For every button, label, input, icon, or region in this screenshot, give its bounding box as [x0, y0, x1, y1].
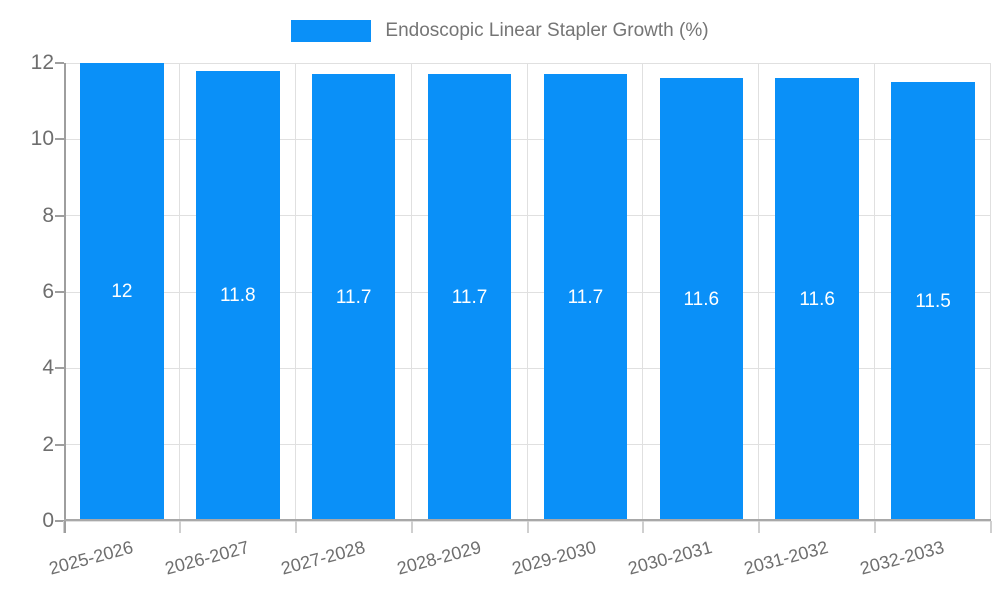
- legend-item[interactable]: Endoscopic Linear Stapler Growth (%): [0, 20, 1000, 42]
- bar[interactable]: 11.8: [196, 70, 280, 521]
- y-axis-tick-label: 12: [30, 51, 54, 74]
- bar-value-label: 11.6: [683, 288, 720, 310]
- bar[interactable]: 11.7: [311, 74, 396, 521]
- bar-value-label: 11.5: [915, 290, 951, 312]
- x-axis-tick: [410, 521, 413, 533]
- y-axis-tick-label: 6: [42, 280, 54, 303]
- x-axis-tick: [294, 521, 297, 533]
- gridline-vertical: [526, 63, 528, 521]
- gridline-vertical: [874, 63, 876, 521]
- gridline-vertical: [758, 63, 760, 521]
- legend-label: Endoscopic Linear Stapler Growth (%): [385, 20, 709, 41]
- y-axis-line: [64, 63, 66, 533]
- y-axis-tick: [55, 138, 64, 141]
- y-axis-tick: [55, 291, 64, 293]
- y-axis-tick: [55, 214, 64, 217]
- y-axis-tick-label: 8: [42, 203, 54, 227]
- y-axis-tick: [55, 443, 64, 446]
- bar[interactable]: 11.6: [775, 78, 859, 521]
- gridline-horizontal: [64, 291, 991, 293]
- gridline-horizontal: [64, 138, 991, 140]
- bar-value-label: 11.8: [220, 284, 256, 306]
- gridline-horizontal: [64, 444, 991, 446]
- y-axis-tick-label: 10: [30, 127, 54, 151]
- x-axis-tick: [178, 521, 181, 533]
- bar[interactable]: 11.6: [659, 78, 744, 521]
- y-axis-tick: [55, 62, 64, 64]
- gridline-horizontal: [64, 367, 991, 369]
- y-axis-tick: [55, 520, 64, 522]
- gridline-vertical: [642, 63, 644, 521]
- x-axis-tick: [990, 521, 992, 533]
- gridline-vertical: [410, 63, 412, 521]
- x-axis-line: [64, 519, 991, 521]
- bar-value-label: 11.7: [451, 286, 488, 308]
- bar-value-label: 11.6: [799, 288, 835, 310]
- bar[interactable]: 11.7: [427, 74, 512, 521]
- x-axis-tick: [642, 521, 645, 533]
- plot-area: 0 2 4 6 8 10 12 12 11.8 11.7 11.7 11.7 11.6 11.6 11.5 2…: [31, 51, 992, 579]
- bar-value-label: 11.7: [335, 286, 372, 308]
- gridline-vertical: [294, 63, 296, 521]
- bar[interactable]: 11.5: [891, 82, 975, 521]
- y-axis-tick-label: 4: [42, 356, 54, 380]
- bar[interactable]: 11.7: [543, 74, 628, 521]
- gridline-vertical: [178, 63, 180, 521]
- y-axis-tick: [55, 367, 64, 370]
- bar-value-label: 12: [111, 281, 133, 302]
- gridline-vertical: [990, 63, 991, 521]
- gridline-horizontal: [64, 62, 991, 64]
- y-axis-tick-label: 0: [42, 509, 54, 532]
- x-axis-tick: [758, 521, 761, 533]
- y-axis-tick-label: 2: [42, 432, 54, 456]
- bar[interactable]: 12: [80, 63, 164, 521]
- x-axis-tick: [526, 521, 529, 533]
- bar-value-label: 11.7: [567, 286, 604, 308]
- legend-swatch: [291, 20, 372, 42]
- x-axis-tick: [874, 521, 877, 533]
- gridline-horizontal: [64, 215, 991, 217]
